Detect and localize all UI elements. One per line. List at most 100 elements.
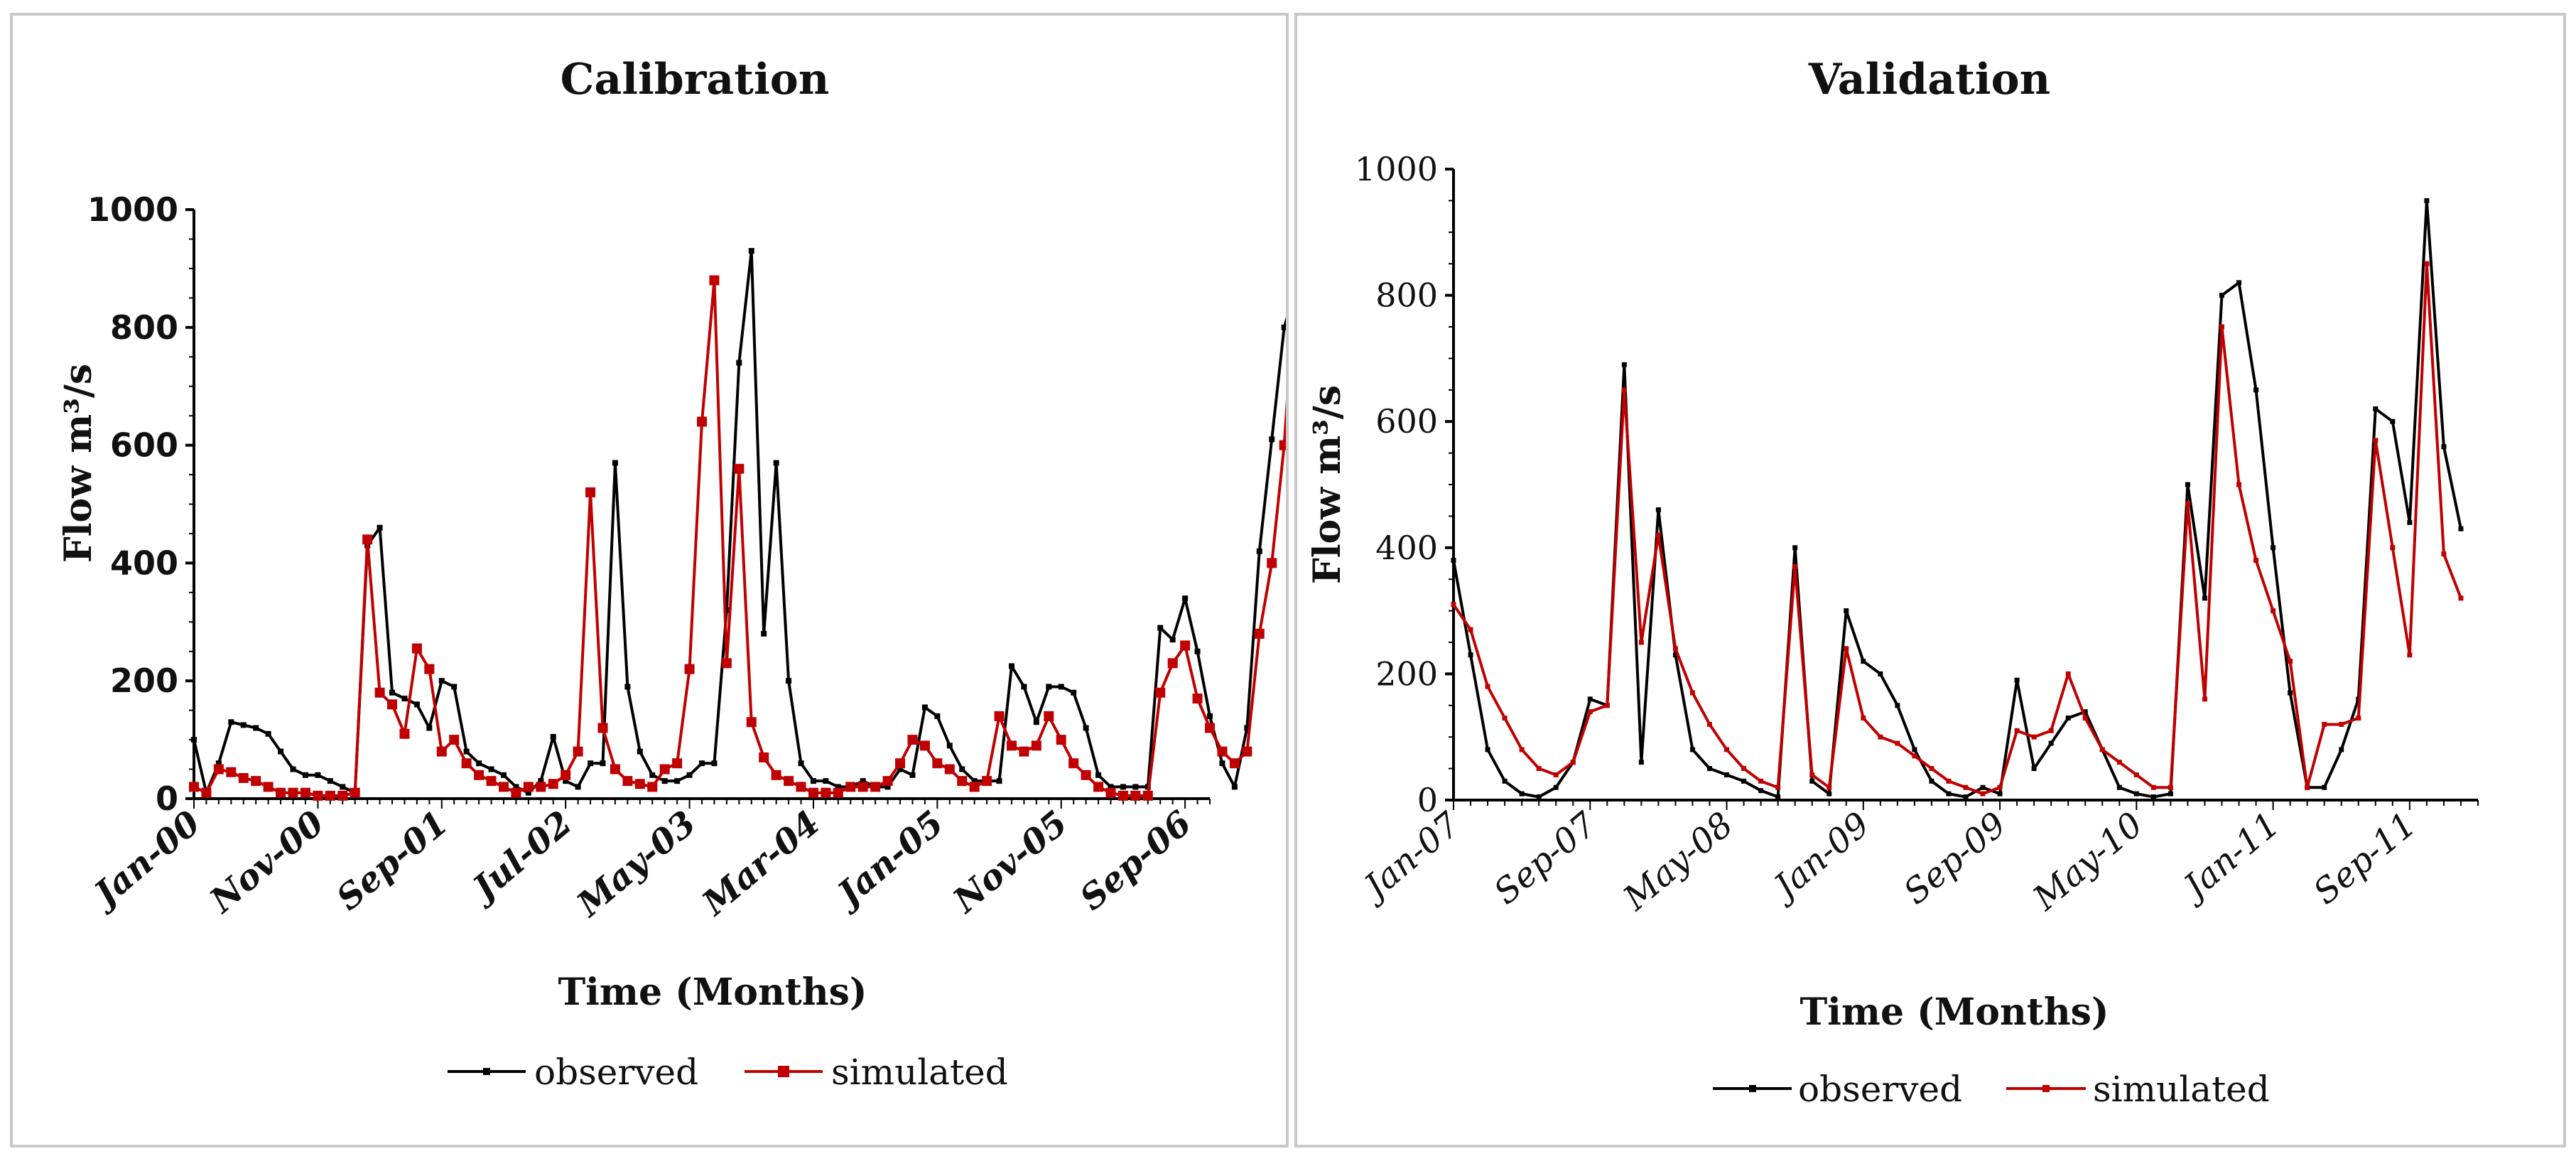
- data-point-observed: [1621, 362, 1627, 367]
- x-tick-label: Jan-09: [1762, 804, 1877, 910]
- data-point-simulated: [1068, 758, 1079, 769]
- legend-observed-marker: [483, 1068, 490, 1075]
- data-point-observed: [761, 630, 767, 637]
- data-point-observed: [823, 778, 829, 784]
- data-point-observed: [2048, 740, 2054, 746]
- data-point-simulated: [474, 770, 485, 780]
- series-line-simulated: [1452, 262, 2462, 796]
- data-point-simulated: [213, 764, 224, 774]
- data-point-observed: [2150, 794, 2156, 800]
- data-point-simulated: [857, 782, 868, 792]
- data-point-observed: [748, 248, 754, 254]
- data-point-observed: [1929, 778, 1934, 784]
- data-point-observed: [550, 733, 556, 740]
- data-point-simulated: [424, 664, 435, 674]
- legend-observed-label: observed: [534, 1052, 698, 1093]
- data-point-observed: [773, 460, 779, 466]
- data-point-observed: [191, 737, 197, 743]
- data-point-simulated: [350, 787, 360, 798]
- data-point-observed: [525, 789, 531, 796]
- data-point-observed: [302, 772, 308, 778]
- data-point-observed: [413, 701, 420, 708]
- data-point-observed: [575, 784, 581, 790]
- data-point-observed: [723, 607, 730, 613]
- data-point-observed: [1219, 760, 1225, 767]
- data-point-simulated: [1758, 778, 1764, 784]
- data-point-simulated: [1468, 627, 1473, 632]
- data-point-observed: [1071, 689, 1077, 696]
- data-point-observed: [513, 784, 519, 790]
- data-point-observed: [736, 360, 742, 366]
- y-tick-label: 0: [156, 779, 178, 818]
- data-point-observed: [996, 778, 1002, 784]
- data-point-observed: [1281, 324, 1286, 330]
- data-point-observed: [1157, 625, 1164, 631]
- data-point-simulated: [374, 687, 385, 698]
- data-point-observed: [538, 778, 544, 784]
- x-axis-label: Time (Months): [1800, 990, 2109, 1034]
- data-point-observed: [1775, 794, 1781, 800]
- legend-simulated-label: simulated: [2093, 1069, 2270, 1110]
- data-point-simulated: [1741, 766, 1747, 772]
- data-point-simulated: [2288, 659, 2293, 664]
- data-point-observed: [1083, 725, 1089, 731]
- y-tick-label: 200: [110, 662, 178, 700]
- data-point-simulated: [2082, 716, 2088, 721]
- data-point-simulated: [1707, 721, 1712, 727]
- data-point-observed: [810, 778, 816, 784]
- data-point-simulated: [684, 664, 695, 674]
- x-axis: Jan-07 Sep-07 May-08 Jan-09 Sep-09 May-10 Jan-…: [1352, 799, 2479, 919]
- data-point-observed: [290, 766, 296, 772]
- data-point-observed: [426, 725, 433, 731]
- data-point-observed: [438, 678, 445, 684]
- data-point-simulated: [337, 790, 348, 801]
- data-point-observed: [451, 684, 458, 690]
- data-point-observed: [1120, 784, 1126, 790]
- data-point-observed: [1912, 747, 1917, 752]
- legend-simulated-label: simulated: [831, 1052, 1008, 1093]
- data-point-simulated: [821, 787, 831, 798]
- data-point-simulated: [746, 717, 757, 728]
- y-axis-label: Flow m³/s: [1306, 385, 1349, 584]
- data-point-observed: [1519, 791, 1525, 797]
- data-point-simulated: [1093, 782, 1104, 792]
- data-point-observed: [500, 772, 507, 778]
- calibration-chart-panel: Calibration Flow m³/s Time (Months) 0 200…: [10, 13, 1289, 1148]
- data-point-observed: [1980, 784, 1986, 790]
- data-point-observed: [1861, 659, 1866, 664]
- data-point-observed: [2031, 766, 2037, 772]
- data-point-simulated: [2133, 772, 2139, 777]
- data-point-simulated: [1809, 772, 1815, 777]
- data-point-observed: [2168, 791, 2173, 797]
- data-point-observed: [612, 460, 618, 466]
- data-point-simulated: [2236, 482, 2242, 487]
- y-tick-label: 200: [1375, 654, 1438, 693]
- data-point-observed: [835, 784, 841, 790]
- data-point-simulated: [1638, 639, 1644, 645]
- data-point-simulated: [759, 752, 769, 762]
- data-point-observed: [253, 725, 259, 731]
- y-tick-label: 400: [1375, 529, 1438, 567]
- data-point-simulated: [1844, 646, 1849, 652]
- data-point-simulated: [1254, 628, 1265, 639]
- data-point-observed: [674, 778, 681, 784]
- data-point-simulated: [919, 740, 930, 751]
- data-point-observed: [2185, 482, 2190, 487]
- data-point-observed: [1741, 778, 1747, 784]
- data-point-simulated: [461, 758, 472, 769]
- data-point-simulated: [1502, 716, 1508, 721]
- data-point-observed: [1485, 747, 1490, 752]
- data-point-simulated: [1946, 778, 1952, 784]
- y-axis: 0 200 400 600 800 1000: [87, 190, 195, 818]
- data-point-simulated: [1081, 770, 1091, 780]
- data-point-simulated: [734, 463, 745, 474]
- data-point-simulated: [659, 764, 670, 774]
- data-point-observed: [699, 760, 705, 767]
- data-point-observed: [476, 760, 482, 767]
- data-point-observed: [215, 760, 222, 767]
- data-point-observed: [1269, 436, 1275, 443]
- x-tick-label: Sep-11: [2306, 804, 2424, 912]
- data-point-observed: [1194, 648, 1201, 654]
- x-tick-label: Sep-07: [1486, 804, 1604, 912]
